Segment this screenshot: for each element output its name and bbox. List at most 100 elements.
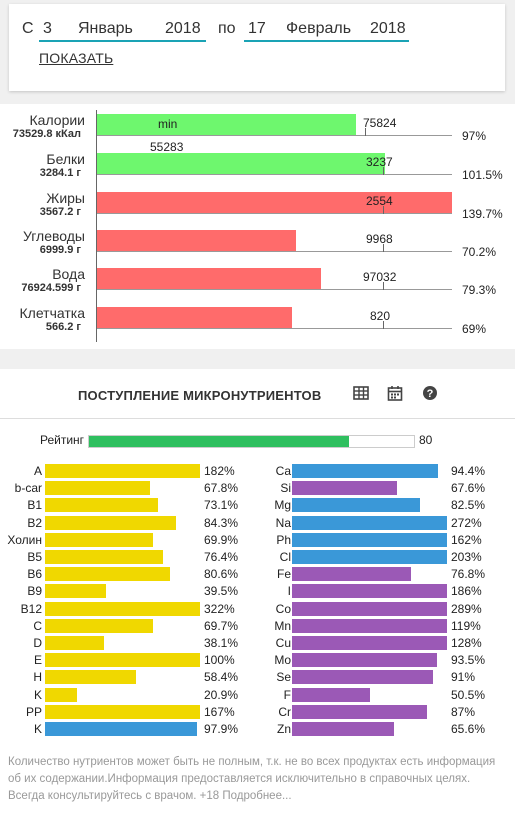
micronutrient-name: K [33,722,42,736]
micronutrient-row: B6 80.6% [0,566,240,583]
macro-norm-tick [383,167,384,175]
micro-title: ПОСТУПЛЕНИЕ МИКРОНУТРИЕНТОВ [78,388,322,403]
rating-fill [89,436,349,447]
macro-axis [96,110,97,342]
macro-name: Калории [29,112,85,128]
micro-header: ПОСТУПЛЕНИЕ МИКРОНУТРИЕНТОВ ? [0,369,515,419]
rating-value: 80 [419,433,433,447]
micronutrient-percent: 84.3% [204,515,239,530]
micronutrient-row: b-car 67.8% [0,480,240,497]
date-range-card: С 3 Январь 2018 по 17 Февраль 2018 ПОКАЗ… [9,4,505,91]
macro-row: Калории 73529.8 кКал 75824 97% min 55283 [0,112,515,154]
micronutrient-bar [292,618,447,633]
to-month[interactable]: Февраль [286,20,352,37]
macro-norm-tick [365,128,366,136]
micronutrient-percent: 67.8% [204,481,239,496]
from-date-field[interactable]: 3 Январь 2018 [39,18,206,42]
macronutrients-card: Калории 73529.8 кКал 75824 97% min 55283 Белки… [0,104,515,349]
micronutrient-bar [45,704,200,719]
micronutrients-card: ПОСТУПЛЕНИЕ МИКРОНУТРИЕНТОВ ? Рейтинг 80 [0,369,515,821]
micronutrient-name: Холин [7,532,42,547]
micronutrient-name: E [33,653,42,668]
micronutrient-row: Ca 94.4% [257,463,497,480]
rating-label: Рейтинг [40,433,85,447]
calendar-icon[interactable] [387,385,403,401]
disclaimer: Количество нутриентов может быть не полн… [8,756,496,802]
table-icon[interactable] [353,385,369,401]
micronutrient-row: Fe 76.8% [257,566,497,583]
micronutrient-bar [292,498,420,513]
micronutrient-name: Ph [276,532,291,547]
micronutrient-name: Zn [276,722,291,736]
macro-norm-value: 9968 [366,232,393,246]
macro-total: 3284.1 г [39,167,81,179]
to-date-field[interactable]: 17 Февраль 2018 [244,18,409,42]
macro-reference-line [97,135,452,136]
micronutrient-percent: 76.4% [204,550,239,564]
macro-norm-value: 2554 [366,194,393,208]
micronutrient-bar [292,515,447,530]
macro-name: Белки [46,151,85,167]
to-year[interactable]: 2018 [370,20,406,37]
from-year[interactable]: 2018 [165,20,201,37]
micronutrient-bar [292,687,370,702]
micronutrient-name: C [33,618,42,633]
micronutrient-bar [292,567,411,582]
micronutrient-percent: 91% [451,670,476,685]
micronutrient-row: B9 39.5% [0,583,240,600]
micronutrient-bar [45,498,158,513]
micronutrient-percent: 80.6% [204,567,239,582]
to-day[interactable]: 17 [248,20,266,37]
macro-name: Жиры [46,190,85,206]
micronutrient-percent: 119% [451,618,481,633]
macro-norm-tick [383,321,384,329]
rating-bar [88,435,415,448]
macro-norm-tick [383,206,384,214]
micronutrient-bar [45,567,170,582]
micronutrient-row: B12 322% [0,601,240,618]
from-day[interactable]: 3 [43,20,52,37]
macro-name: Углеводы [22,228,85,244]
micronutrient-bar [45,515,176,530]
micronutrient-percent: 58.4% [204,670,239,685]
micronutrient-bar [292,550,447,564]
micronutrient-percent: 93.5% [451,653,486,668]
macro-bar [97,192,452,213]
micronutrient-percent: 65.6% [451,722,486,736]
micronutrient-row: D 38.1% [0,635,240,652]
micronutrient-bar [45,618,153,633]
micronutrient-bar [45,464,200,478]
micronutrient-bar [45,670,136,685]
micronutrient-row: Zn 65.6% [257,721,497,738]
micronutrient-bar [292,636,447,650]
micronutrient-percent: 128% [451,636,482,650]
macro-row: Клетчатка 566.2 г 820 69% [0,305,515,343]
micronutrient-name: Mn [274,618,291,633]
micronutrient-row: Mn 119% [257,618,497,635]
macro-bar [97,307,292,328]
macro-percent: 69% [462,322,487,336]
micronutrient-row: Si 67.6% [257,480,497,497]
micronutrient-name: Mo [274,653,291,668]
macro-percent: 101.5% [462,168,503,182]
macro-reference-line [97,251,452,252]
micronutrient-percent: 87% [451,704,476,719]
help-icon[interactable]: ? [422,385,438,401]
micronutrient-bar [45,636,104,650]
macro-percent: 97% [462,129,487,143]
micronutrient-percent: 203% [451,550,482,564]
micronutrient-row: K 97.9% [0,721,240,738]
micronutrient-percent: 182% [204,464,235,478]
micronutrient-row: Mg 82.5% [257,497,497,514]
macro-name: Клетчатка [19,305,85,321]
macro-percent: 79.3% [462,283,497,297]
micronutrient-bar [45,584,106,599]
macro-total: 73529.8 кКал [12,128,81,140]
from-month[interactable]: Январь [78,20,133,37]
macro-bar [97,153,385,174]
macro-reference-line [97,213,452,214]
micronutrient-row: Cr 87% [257,704,497,721]
micronutrient-name: B9 [27,584,42,599]
show-button[interactable]: ПОКАЗАТЬ [39,50,114,66]
macro-min-label: min [158,117,178,131]
